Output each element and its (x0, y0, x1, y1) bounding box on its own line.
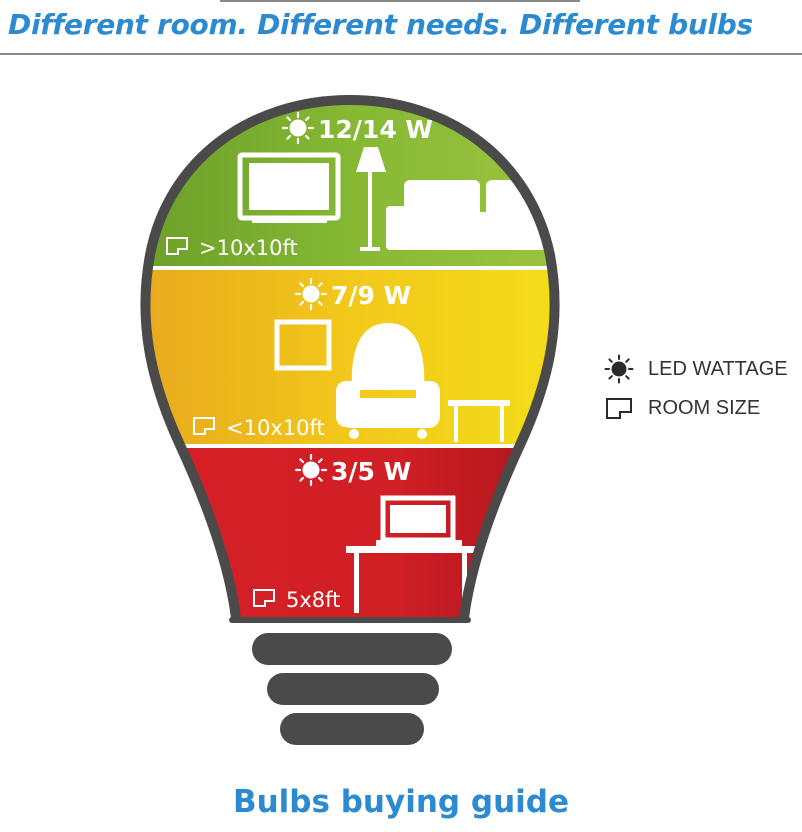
sun-icon (294, 277, 328, 311)
bulb-base-cap-3 (280, 713, 424, 745)
legend-item-wattage: LED WATTAGE (604, 354, 788, 384)
armchair-icon (336, 323, 440, 439)
zone-room-size: >10x10ft (199, 236, 298, 260)
zone-middle-labels: 7/9 W <10x10ft (193, 277, 411, 440)
legend-item-room-size: ROOM SIZE (604, 396, 760, 420)
legend-label: LED WATTAGE (648, 357, 788, 380)
floor-lamp-icon (356, 147, 386, 251)
tv-icon (237, 152, 341, 223)
bulb-base-cap-2 (267, 673, 439, 705)
bulb-outline (140, 95, 560, 619)
zone-room-size: <10x10ft (226, 416, 325, 440)
legend-label: ROOM SIZE (648, 396, 761, 419)
picture-frame-icon (274, 319, 332, 371)
zone-room-size: 5x8ft (286, 588, 340, 612)
zone-top-labels: 12/14 W >10x10ft (166, 111, 433, 260)
sun-icon (281, 111, 315, 145)
header-rule (0, 0, 802, 55)
footer-title: Bulbs buying guide (232, 784, 569, 820)
bulb-base-cap-1 (252, 633, 452, 665)
desk-icon (346, 546, 476, 613)
side-table-icon (448, 400, 510, 442)
zone-bottom-labels: 3/5 W 5x8ft (253, 453, 411, 612)
zone-wattage: 7/9 W (331, 281, 411, 310)
sun-icon (294, 453, 328, 487)
bulb-diagram: 12/14 W >10x10ft 7/9 W <10x10ft 3/5 W 5x… (140, 95, 560, 745)
sun-icon (604, 354, 634, 384)
room-size-icon (606, 398, 632, 419)
zone-wattage: 3/5 W (331, 457, 411, 486)
zone-wattage: 12/14 W (318, 115, 433, 144)
laptop-icon (376, 495, 462, 546)
page-title: Different room. Different needs. Differe… (8, 8, 753, 41)
